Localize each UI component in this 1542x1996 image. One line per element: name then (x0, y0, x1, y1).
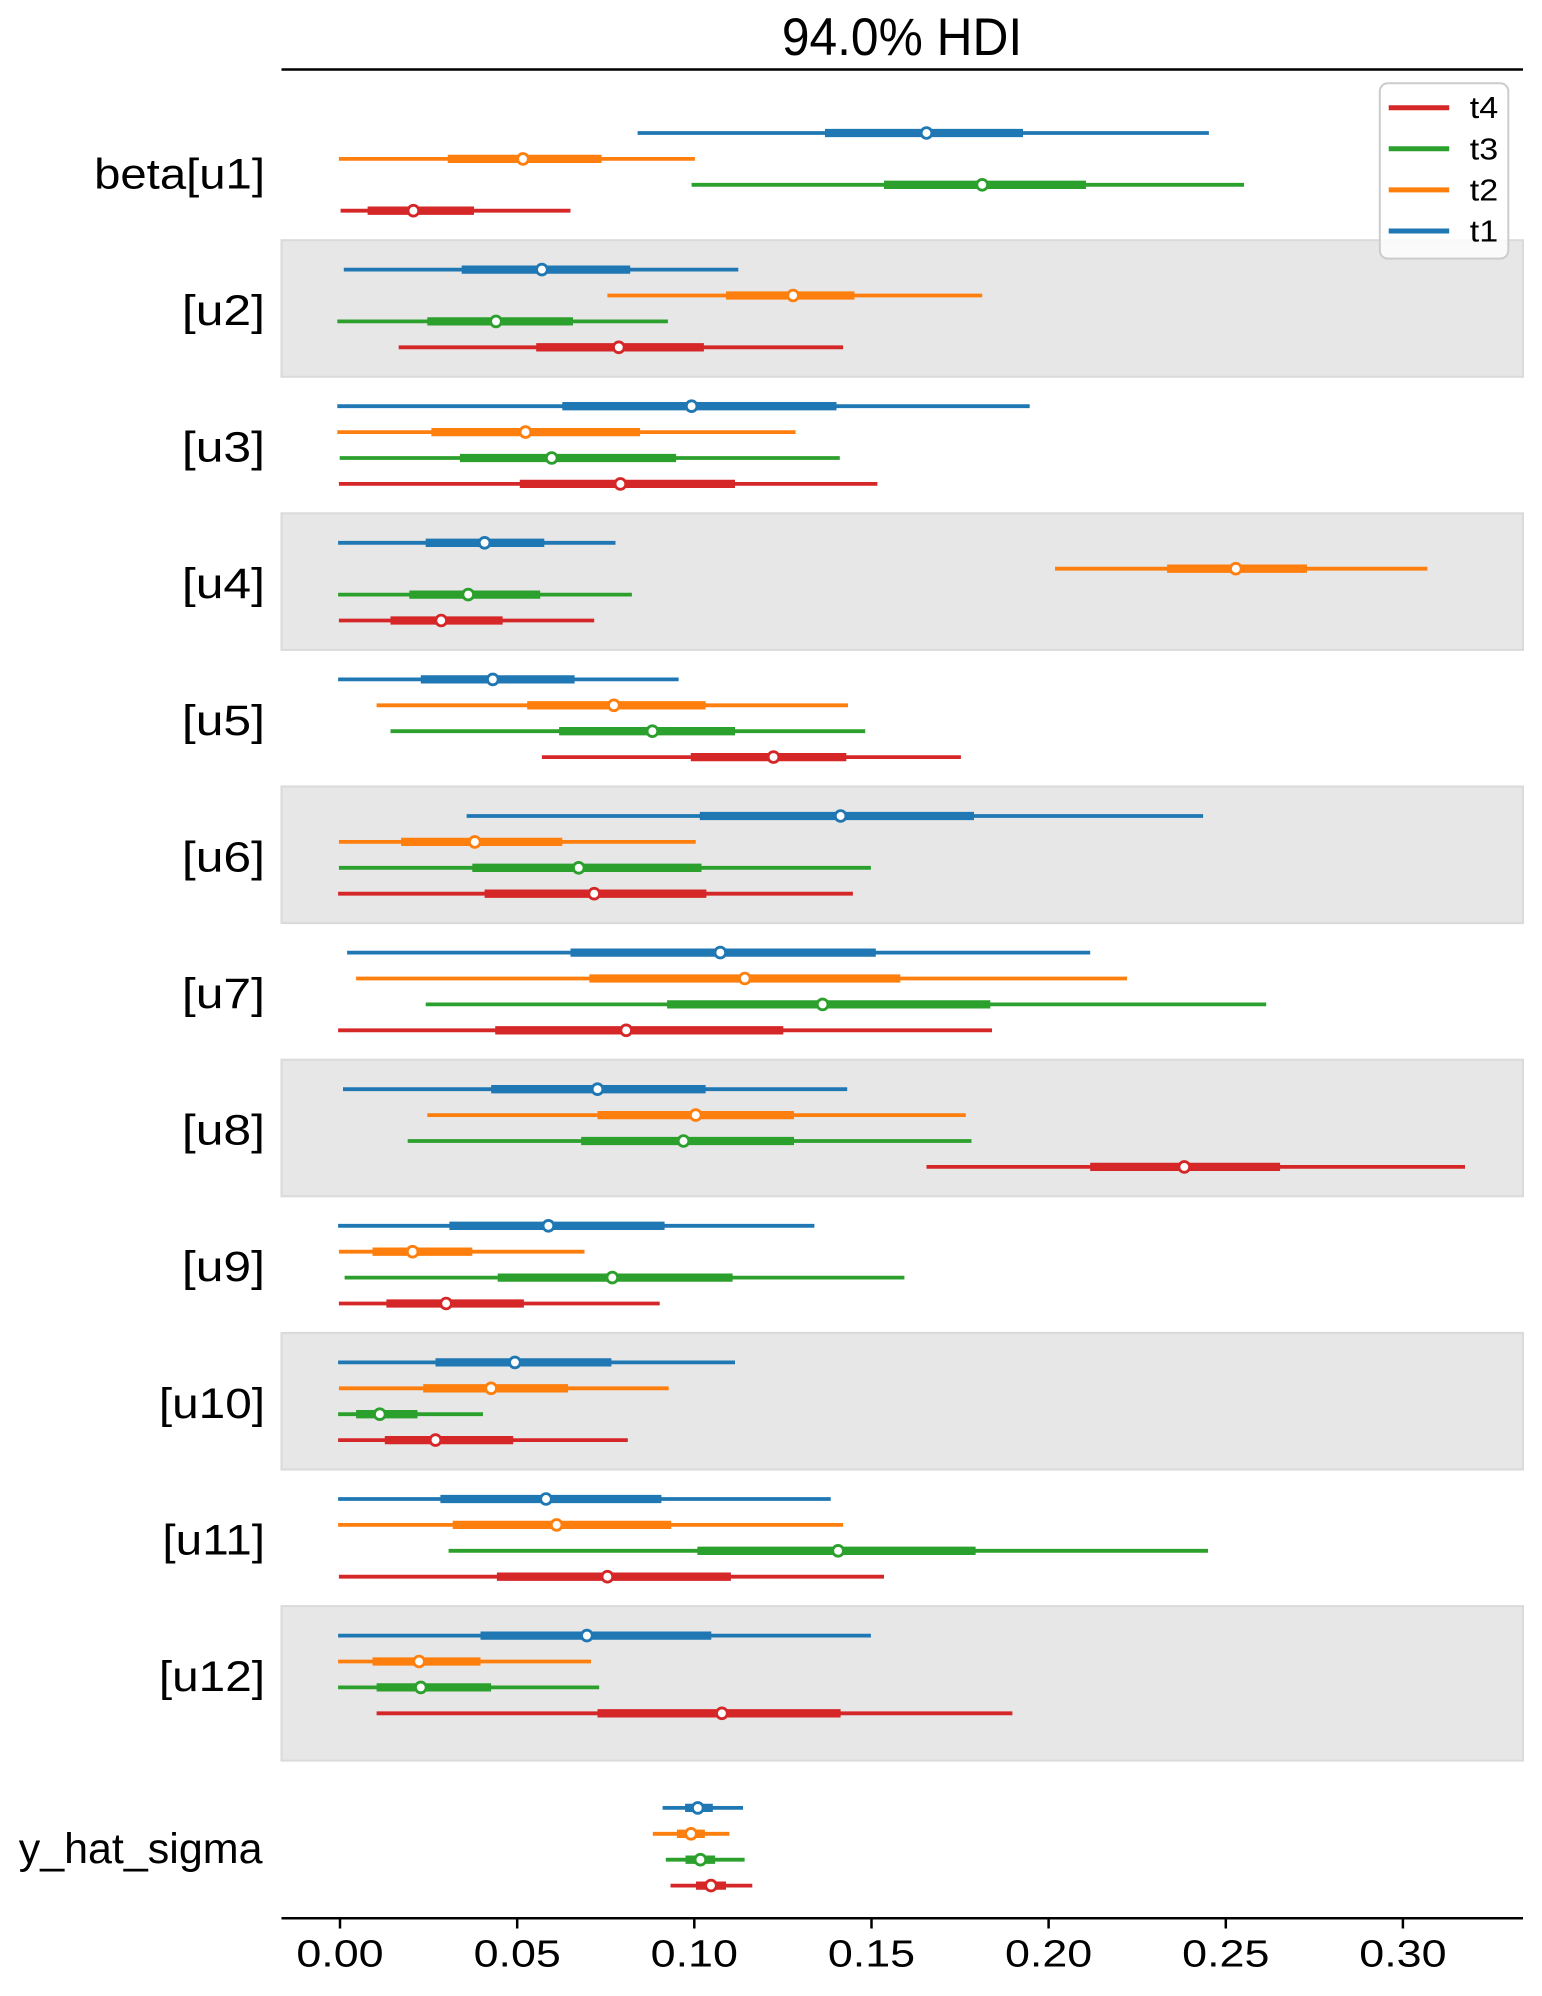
svg-text:[u9]: [u9] (182, 1242, 265, 1290)
svg-text:0.00: 0.00 (296, 1932, 383, 1975)
svg-text:t1: t1 (1470, 214, 1498, 248)
svg-text:[u3]: [u3] (182, 423, 265, 471)
svg-text:[u2]: [u2] (182, 286, 265, 334)
svg-text:[u10]: [u10] (159, 1379, 265, 1427)
svg-text:[u11]: [u11] (162, 1515, 265, 1563)
svg-text:t2: t2 (1470, 173, 1498, 207)
svg-text:0.05: 0.05 (474, 1932, 561, 1975)
svg-text:t3: t3 (1470, 132, 1498, 166)
svg-text:[u8]: [u8] (182, 1106, 265, 1154)
svg-text:94.0% HDI: 94.0% HDI (782, 8, 1022, 67)
svg-text:beta[u1]: beta[u1] (94, 149, 265, 198)
svg-text:[u6]: [u6] (182, 833, 265, 881)
svg-text:0.25: 0.25 (1182, 1932, 1269, 1975)
svg-text:[u4]: [u4] (182, 559, 265, 607)
svg-text:0.20: 0.20 (1005, 1932, 1092, 1975)
svg-text:[u7]: [u7] (182, 969, 265, 1017)
svg-text:0.10: 0.10 (651, 1932, 738, 1975)
svg-text:[u5]: [u5] (182, 696, 265, 744)
svg-text:0.15: 0.15 (828, 1932, 915, 1975)
svg-text:t4: t4 (1470, 91, 1498, 125)
svg-text:0.30: 0.30 (1359, 1932, 1446, 1975)
svg-text:[u12]: [u12] (159, 1652, 265, 1700)
svg-text:y_hat_sigma: y_hat_sigma (19, 1825, 263, 1873)
